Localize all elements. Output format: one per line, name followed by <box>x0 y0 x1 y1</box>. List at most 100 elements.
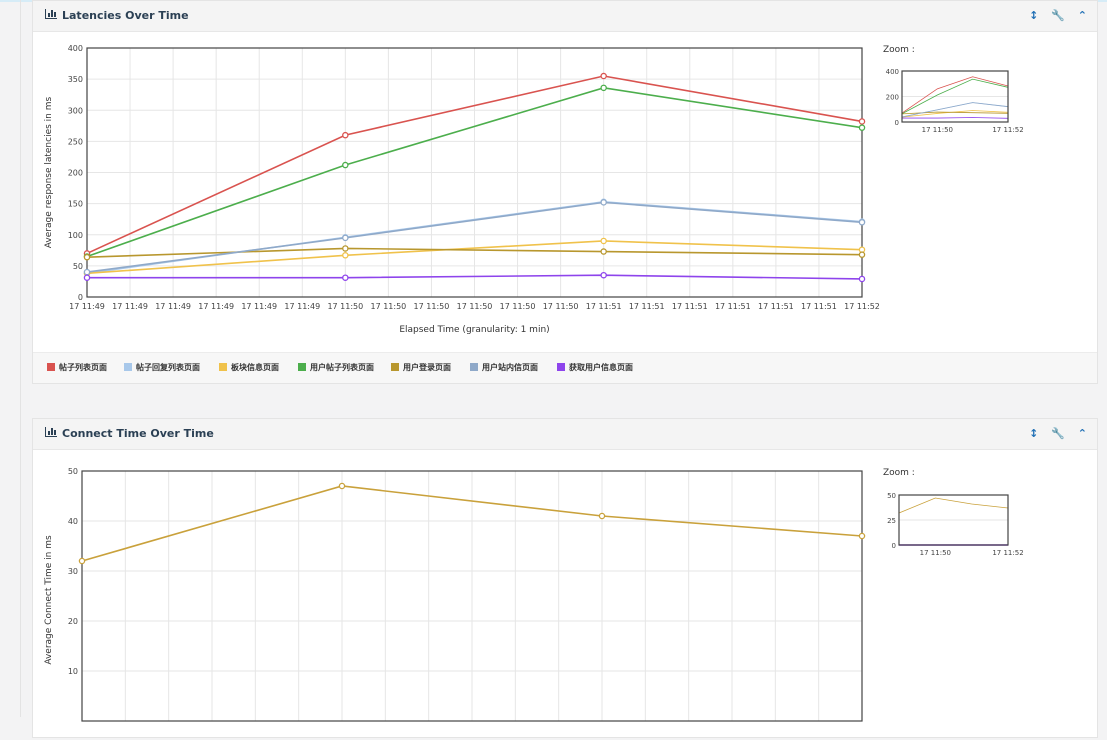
data-point <box>342 131 349 139</box>
y-axis-label: Average response latencies in ms <box>44 96 54 248</box>
legend-item[interactable]: 用户帖子列表页面 <box>298 353 374 383</box>
x-tick-label: 17 11:51 <box>758 302 794 311</box>
x-tick-label: 17 11:50 <box>543 302 579 311</box>
legend-swatch <box>470 363 478 371</box>
legend-item[interactable]: 帖子列表页面 <box>47 353 107 383</box>
panel-toolbar: ↕ 🔧 ⌃ <box>1020 1 1087 31</box>
data-point <box>600 237 607 245</box>
data-point <box>83 253 91 261</box>
zoom-y-tick-label: 400 <box>886 68 899 76</box>
data-point <box>600 199 607 206</box>
plot-frame <box>86 47 863 298</box>
legend-swatch <box>124 363 132 371</box>
x-tick-label: 17 11:51 <box>586 302 622 311</box>
panel-header: Connect Time Over Time ↕ 🔧 ⌃ <box>33 419 1097 450</box>
data-point <box>342 234 349 242</box>
bar-chart-icon <box>45 9 57 19</box>
data-point <box>83 268 91 276</box>
data-point <box>598 512 606 520</box>
zoom-series-line <box>901 76 1009 114</box>
legend-label: 帖子列表页面 <box>59 363 107 372</box>
connect-time-chart[interactable]: 10 20 30 40 50 Average Connect Time in ms Zoom… <box>33 450 1097 740</box>
data-point <box>858 219 866 226</box>
legend-swatch <box>219 363 227 371</box>
legend-item[interactable]: 帖子回复列表页面 <box>124 353 200 383</box>
zoom-series-line <box>901 111 1009 115</box>
zoom-y-tick-label: 25 <box>887 517 896 525</box>
bar-chart-icon <box>45 427 57 437</box>
legend: 帖子列表页面 帖子回复列表页面 板块信息页面 用户帖子列表页面 用户登录页面 用户站内信页… <box>33 352 1097 383</box>
legend-label: 用户站内信页面 <box>482 363 538 372</box>
series-line <box>86 240 863 275</box>
data-point <box>342 245 349 252</box>
collapse-icon[interactable]: ⌃ <box>1077 9 1087 22</box>
y-tick-label: 20 <box>68 617 78 626</box>
x-tick-label: 17 11:49 <box>198 302 234 311</box>
legend-item[interactable]: 用户站内信页面 <box>470 353 538 383</box>
zoom-series-line <box>901 102 1009 118</box>
data-point <box>338 482 346 490</box>
legend-swatch <box>391 363 399 371</box>
data-point <box>858 124 866 131</box>
x-tick-label: 17 11:50 <box>500 302 536 311</box>
x-tick-label: 17 11:51 <box>801 302 837 311</box>
zoom-label: Zoom : <box>883 45 915 55</box>
zoom-y-tick-label: 0 <box>892 542 896 550</box>
latency-chart[interactable]: 0 50 100 150 200 250 300 350 400 17 11:49 17 11:49… <box>33 32 1097 352</box>
data-point <box>858 251 866 258</box>
x-tick-label: 17 11:49 <box>112 302 148 311</box>
wrench-icon[interactable]: 🔧 <box>1051 9 1065 22</box>
legend-item[interactable]: 板块信息页面 <box>219 353 279 383</box>
x-tick-label: 17 11:51 <box>629 302 665 311</box>
wrench-icon[interactable]: 🔧 <box>1051 427 1065 440</box>
zoom-y-tick-label: 50 <box>887 492 896 500</box>
y-tick-label: 400 <box>68 44 83 53</box>
y-tick-label: 350 <box>68 75 83 84</box>
panel-title: Latencies Over Time <box>45 1 189 31</box>
y-tick-label: 100 <box>68 231 83 240</box>
resize-icon[interactable]: ↕ <box>1029 427 1039 440</box>
resize-icon[interactable]: ↕ <box>1029 9 1039 22</box>
zoom-x-tick-label: 17 11:52 <box>992 126 1023 134</box>
x-tick-label: 17 11:49 <box>69 302 105 311</box>
zoom-series-line <box>898 497 1009 514</box>
x-tick-label: 17 11:49 <box>241 302 277 311</box>
zoom-series-line <box>901 78 1009 115</box>
panel-toolbar: ↕ 🔧 ⌃ <box>1020 419 1087 449</box>
x-tick-label: 17 11:50 <box>414 302 450 311</box>
x-tick-label: 17 11:51 <box>715 302 751 311</box>
y-axis-label: Average Connect Time in ms <box>44 535 54 665</box>
series-line <box>86 247 863 258</box>
latency-panel: Latencies Over Time ↕ 🔧 ⌃ 0 50 100 150 200 25… <box>32 0 1098 384</box>
zoom-frame <box>901 70 1009 123</box>
x-tick-label: 17 11:50 <box>457 302 493 311</box>
data-point <box>342 274 349 281</box>
legend-swatch <box>298 363 306 371</box>
x-tick-label: 17 11:51 <box>672 302 708 311</box>
y-tick-label: 200 <box>68 169 83 178</box>
legend-label: 帖子回复列表页面 <box>136 363 200 372</box>
y-tick-label: 0 <box>78 293 83 302</box>
data-point <box>342 161 349 169</box>
y-tick-label: 50 <box>68 467 78 476</box>
connect-panel: Connect Time Over Time ↕ 🔧 ⌃ 10 20 30 40 50 A… <box>32 418 1098 738</box>
zoom-y-tick-label: 0 <box>895 119 899 127</box>
data-point <box>858 532 866 540</box>
legend-label: 板块信息页面 <box>231 363 279 372</box>
y-tick-label: 10 <box>68 667 78 676</box>
series-line <box>86 75 863 255</box>
zoom-series-line <box>902 117 1009 119</box>
y-tick-label: 50 <box>73 262 83 271</box>
x-axis-label: Elapsed Time (granularity: 1 min) <box>399 325 549 335</box>
data-point <box>600 72 607 80</box>
legend-swatch <box>47 363 55 371</box>
zoom-x-tick-label: 17 11:52 <box>992 549 1023 557</box>
legend-item[interactable]: 获取用户信息页面 <box>557 353 633 383</box>
y-tick-label: 150 <box>68 200 83 209</box>
legend-item[interactable]: 用户登录页面 <box>391 353 451 383</box>
x-tick-label: 17 11:49 <box>284 302 320 311</box>
x-tick-label: 17 11:52 <box>844 302 880 311</box>
latency-title-text: Latencies Over Time <box>62 9 189 22</box>
collapse-icon[interactable]: ⌃ <box>1077 427 1087 440</box>
legend-label: 获取用户信息页面 <box>569 363 633 372</box>
